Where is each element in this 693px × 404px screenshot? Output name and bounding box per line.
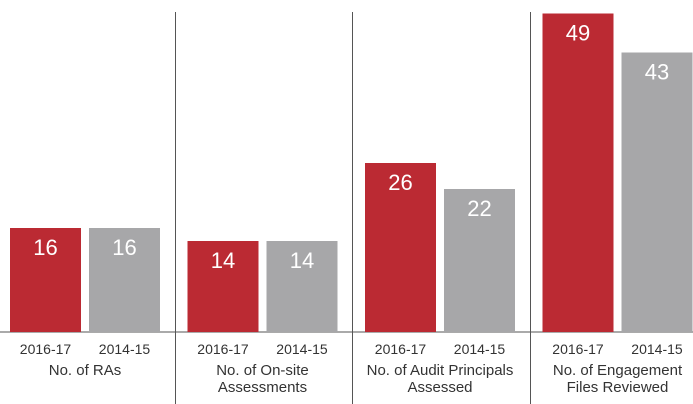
value-label: 14 — [211, 248, 235, 273]
bar — [542, 13, 614, 332]
series-label: 2014-15 — [99, 341, 151, 357]
category-label: No. of Audit Principals Assessed — [366, 362, 514, 396]
value-label: 14 — [290, 248, 314, 273]
value-label: 16 — [112, 235, 136, 260]
category-label: No. of On-site Assessments — [216, 362, 309, 396]
value-label: 16 — [33, 235, 57, 260]
series-label: 2016-17 — [552, 341, 604, 357]
value-label: 26 — [388, 170, 412, 195]
bar — [365, 163, 436, 332]
series-label: 2016-17 — [375, 341, 427, 357]
series-label: 2016-17 — [20, 341, 72, 357]
series-label: 2014-15 — [454, 341, 506, 357]
bar — [187, 241, 259, 332]
bar — [266, 241, 338, 332]
bar — [89, 228, 160, 332]
value-label: 22 — [467, 196, 491, 221]
series-label: 2016-17 — [197, 341, 249, 357]
series-label: 2014-15 — [631, 341, 683, 357]
category-label: No. of RAs — [48, 362, 122, 379]
bar — [444, 189, 515, 332]
value-label: 43 — [645, 60, 669, 85]
series-label: 2014-15 — [276, 341, 328, 357]
bar — [621, 52, 693, 332]
value-label: 49 — [566, 21, 590, 46]
category-label: No. of Engagement Files Reviewed — [552, 362, 683, 396]
bar — [10, 228, 81, 332]
